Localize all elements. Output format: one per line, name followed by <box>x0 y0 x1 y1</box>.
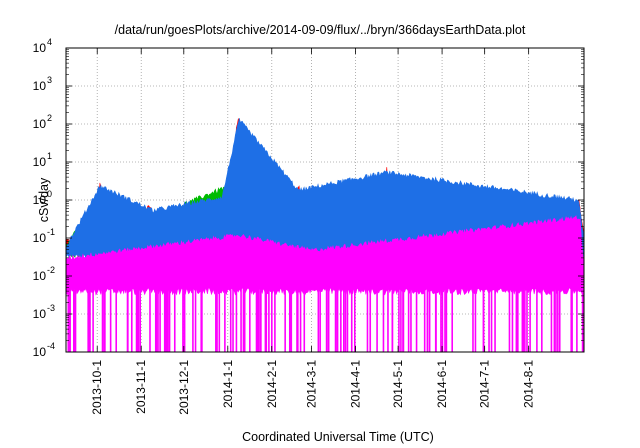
y-tick-exponent: 0 <box>47 189 52 199</box>
x-tick-label: 2014-6-1 <box>435 360 449 408</box>
y-tick-exponent: 4 <box>47 37 52 47</box>
x-tick-label: 2014-2-1 <box>265 360 279 408</box>
y-tick-exponent: -4 <box>47 341 55 351</box>
y-tick-label: 10 <box>33 79 47 93</box>
x-tick-label: 2014-4-1 <box>349 360 363 408</box>
y-tick-label: 10 <box>33 155 47 169</box>
y-tick-label: 10 <box>33 307 47 321</box>
y-tick-label: 10 <box>33 269 47 283</box>
y-tick-exponent: 1 <box>47 151 52 161</box>
y-axis-label: cSv/day <box>37 177 51 222</box>
x-tick-label: 2014-8-1 <box>522 360 536 408</box>
y-tick-exponent: 2 <box>47 113 52 123</box>
y-tick-exponent: -2 <box>47 265 55 275</box>
x-axis-label: Coordinated Universal Time (UTC) <box>242 430 434 444</box>
y-tick-label: 10 <box>33 41 47 55</box>
y-tick-exponent: -3 <box>47 303 55 313</box>
y-tick-label: 10 <box>33 117 47 131</box>
y-tick-label: 10 <box>33 193 47 207</box>
x-tick-label: 2013-12-1 <box>177 360 191 415</box>
x-tick-label: 2014-5-1 <box>391 360 405 408</box>
y-tick-label: 10 <box>33 231 47 245</box>
plot-series <box>65 118 585 352</box>
x-tick-label: 2014-3-1 <box>305 360 319 408</box>
y-tick-exponent: -1 <box>47 227 55 237</box>
x-tick-label: 2013-11-1 <box>134 360 148 414</box>
chart-title: /data/run/goesPlots/archive/2014-09-09/f… <box>115 23 526 37</box>
x-tick-label: 2014-7-1 <box>478 360 492 408</box>
x-tick-label: 2013-10-1 <box>90 360 104 415</box>
x-tick-label: 2014-1-1 <box>221 360 235 408</box>
y-tick-label: 10 <box>33 345 47 359</box>
y-tick-exponent: 3 <box>47 75 52 85</box>
